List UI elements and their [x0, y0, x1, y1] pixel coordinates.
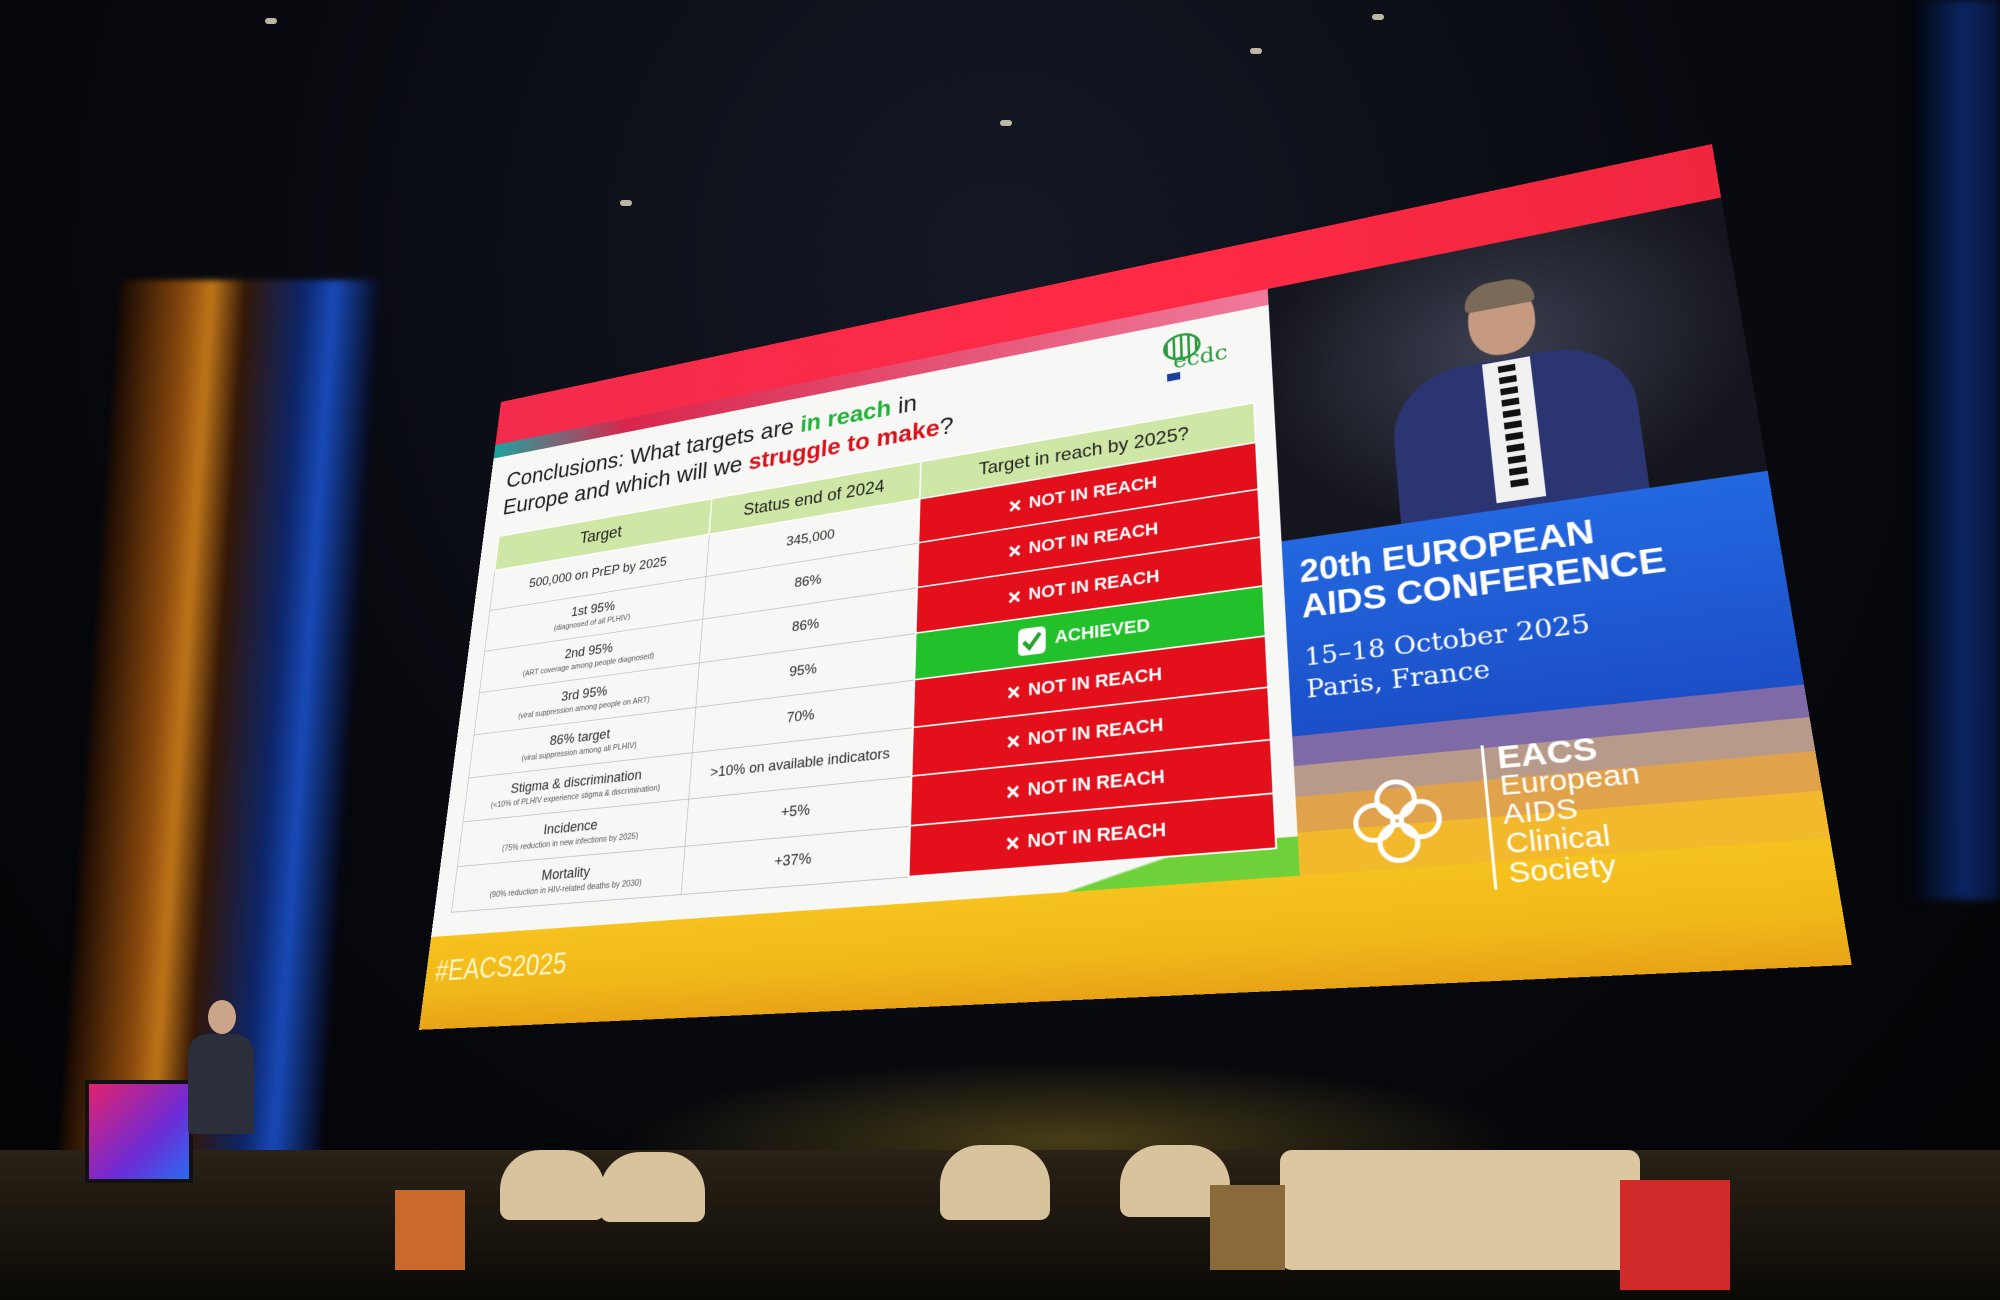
reach-label: NOT IN REACH — [1028, 472, 1158, 512]
stage-light — [620, 200, 632, 206]
stage-light — [265, 18, 277, 24]
cross-icon — [1007, 685, 1020, 700]
chair — [500, 1150, 605, 1220]
reach-label: NOT IN REACH — [1027, 663, 1163, 700]
cross-icon — [1008, 499, 1021, 513]
podium — [85, 1080, 193, 1183]
stage-light — [1000, 120, 1012, 126]
stage-light — [1372, 14, 1384, 20]
chair — [600, 1152, 705, 1222]
reach-label: NOT IN REACH — [1028, 565, 1160, 604]
stage-light — [1250, 48, 1262, 54]
check-icon — [1017, 625, 1046, 657]
reach-label: ACHIEVED — [1054, 614, 1151, 647]
reach-label: NOT IN REACH — [1027, 713, 1164, 750]
presentation-screen: Conclusions: What targets are in reach i… — [418, 143, 1852, 1030]
cross-icon — [1005, 836, 1019, 851]
cross-icon — [1006, 734, 1019, 749]
banner-stand — [395, 1190, 465, 1270]
curtain — [1910, 0, 2000, 900]
banner-stand — [1210, 1185, 1285, 1270]
reach-label: NOT IN REACH — [1028, 518, 1159, 558]
cross-icon — [1006, 785, 1019, 800]
sofa — [1280, 1150, 1640, 1270]
eacs-knot — [1343, 768, 1455, 875]
title-text: ? — [939, 411, 954, 441]
cross-icon — [1008, 590, 1021, 604]
banner-stand — [1620, 1180, 1730, 1290]
reach-label: NOT IN REACH — [1027, 818, 1167, 852]
speaker — [180, 1000, 260, 1140]
eacs-logo-text: EACS European AIDS Clinical Society — [1480, 731, 1654, 890]
cross-icon — [1008, 544, 1021, 558]
reach-label: NOT IN REACH — [1027, 765, 1166, 800]
chair — [940, 1145, 1050, 1220]
